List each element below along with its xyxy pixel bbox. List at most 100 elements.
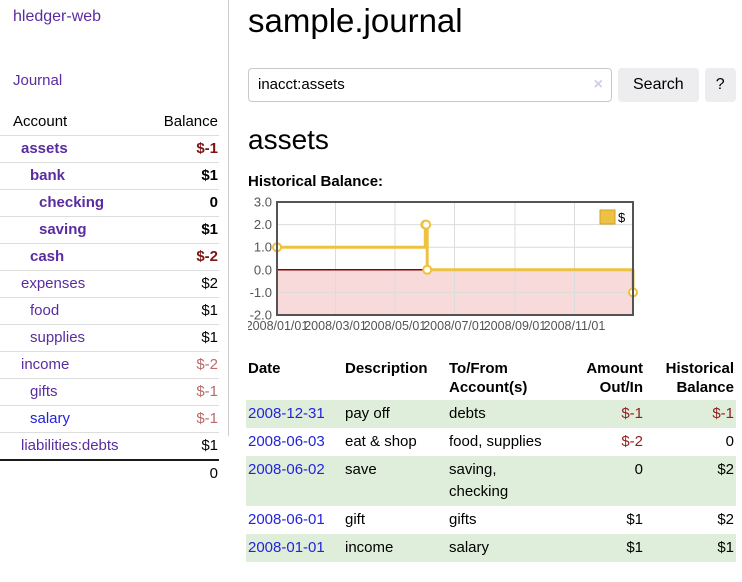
- main-content: sample.journal × Search ? assets Histori…: [246, 0, 742, 563]
- svg-text:2008/09/01: 2008/09/01: [484, 319, 547, 333]
- account-link[interactable]: income: [21, 356, 70, 373]
- account-row: saving $1: [0, 216, 219, 244]
- account-balance: $1: [201, 302, 218, 319]
- transaction-balance: 0: [725, 433, 734, 451]
- accounts-total-row: 0: [0, 460, 219, 487]
- account-balance: $-2: [196, 356, 218, 373]
- svg-text:3.0: 3.0: [254, 195, 272, 210]
- transaction-accounts: food, supplies: [449, 433, 542, 451]
- app-title-link[interactable]: hledger-web: [13, 8, 102, 25]
- account-row: income $-2: [0, 351, 219, 379]
- transaction-accounts: saving, checking: [449, 461, 509, 501]
- register-header-date[interactable]: Date: [248, 360, 281, 378]
- svg-text:2008/05/01: 2008/05/01: [364, 319, 427, 333]
- journal-link[interactable]: Journal: [13, 72, 63, 89]
- account-balance: 0: [209, 194, 218, 211]
- transaction-date-cell: 2008-06-01: [246, 506, 343, 534]
- transaction-amount: $-2: [621, 433, 643, 451]
- svg-text:2008/01/01: 2008/01/01: [248, 319, 308, 333]
- transaction-balance: $2: [717, 461, 734, 479]
- register-header-account: To/From Account(s): [449, 360, 528, 397]
- transaction-date-link[interactable]: 2008-06-02: [248, 461, 325, 479]
- svg-text:$: $: [618, 210, 626, 225]
- sidebar: hledger-web Journal Account Balance asse…: [0, 0, 229, 482]
- transaction-description: pay off: [345, 405, 390, 423]
- clear-search-icon[interactable]: ×: [593, 75, 603, 93]
- account-balance: $-1: [196, 383, 218, 400]
- account-link[interactable]: cash: [30, 248, 65, 265]
- register-table: Date Description To/From Account(s) Amou…: [246, 356, 736, 563]
- register-table-body: 2008-12-31 pay off debts $-1 $-1 2008-06-03 ea…: [246, 400, 736, 563]
- transaction-description: save: [345, 461, 377, 479]
- svg-text:-2.0: -2.0: [250, 308, 272, 323]
- svg-text:2.0: 2.0: [254, 217, 272, 232]
- accounts-table: Account Balance assets $-1 bank $1 checking 0…: [0, 109, 219, 487]
- page-title: sample.journal: [248, 2, 463, 39]
- transaction-description: income: [345, 539, 394, 557]
- register-header-description: Description: [345, 360, 428, 378]
- transaction-date-link[interactable]: 2008-06-03: [248, 433, 325, 451]
- account-row: checking 0: [0, 189, 219, 217]
- register-row: 2008-06-01 gift gifts $1 $2: [246, 506, 736, 534]
- account-link[interactable]: checking: [39, 194, 105, 211]
- transaction-balance: $-1: [712, 405, 734, 423]
- historical-balance-chart: 3.0 2.0 1.0 0.0 -1.0 -2.02008/01/012008/03/01…: [248, 195, 638, 333]
- account-link[interactable]: assets: [21, 140, 68, 157]
- register-header-row: Date Description To/From Account(s) Amou…: [246, 356, 736, 400]
- accounts-total-spacer: [0, 460, 149, 487]
- account-balance: $-1: [196, 140, 218, 157]
- account-link[interactable]: salary: [30, 410, 71, 427]
- account-row: bank $1: [0, 162, 219, 190]
- transaction-description: gift: [345, 511, 366, 529]
- account-row: expenses $2: [0, 270, 219, 298]
- transaction-balance: $1: [717, 539, 734, 557]
- account-link[interactable]: supplies: [30, 329, 86, 346]
- transaction-date-cell: 2008-12-31: [246, 400, 343, 428]
- search-button[interactable]: Search: [618, 67, 699, 102]
- svg-text:2008/03/01: 2008/03/01: [304, 319, 367, 333]
- transaction-balance: $2: [717, 511, 734, 529]
- search-help-button[interactable]: ?: [704, 67, 736, 102]
- account-row: salary $-1: [0, 405, 219, 433]
- transaction-date-cell: 2008-01-01: [246, 534, 343, 562]
- account-balance: $2: [201, 275, 218, 292]
- transaction-description: eat & shop: [345, 433, 417, 451]
- account-balance: $1: [201, 221, 218, 238]
- account-link[interactable]: gifts: [30, 383, 58, 400]
- register-row: 2008-06-03 eat & shop food, supplies $-2 0: [246, 428, 736, 456]
- transaction-amount: $-1: [621, 405, 643, 423]
- register-row: 2008-12-31 pay off debts $-1 $-1: [246, 400, 736, 429]
- account-balance: $1: [201, 329, 218, 346]
- transaction-amount: 0: [634, 461, 643, 479]
- svg-text:2008/07/01: 2008/07/01: [423, 319, 486, 333]
- account-row: gifts $-1: [0, 378, 219, 406]
- search-input[interactable]: [248, 67, 612, 102]
- transaction-date-link[interactable]: 2008-06-01: [248, 511, 325, 529]
- account-balance: $-1: [196, 410, 218, 427]
- accounts-table-body: assets $-1 bank $1 checking 0 saving $1 cash $-2 e…: [0, 135, 219, 461]
- transaction-date-cell: 2008-06-02: [246, 456, 343, 506]
- transaction-date-link[interactable]: 2008-01-01: [248, 539, 325, 557]
- accounts-header-balance: Balance: [163, 113, 218, 130]
- account-row: food $1: [0, 297, 219, 325]
- chart-title: Historical Balance:: [248, 173, 384, 191]
- account-balance: $1: [201, 437, 218, 454]
- account-link[interactable]: food: [30, 302, 60, 319]
- svg-text:0.0: 0.0: [254, 262, 272, 277]
- transaction-accounts: gifts: [449, 511, 477, 529]
- account-link[interactable]: expenses: [21, 275, 86, 292]
- account-row: assets $-1: [0, 135, 219, 163]
- account-link[interactable]: bank: [30, 167, 66, 184]
- search-form: × Search ?: [248, 67, 742, 102]
- svg-text:1.0: 1.0: [254, 240, 272, 255]
- account-row: cash $-2: [0, 243, 219, 271]
- register-header-balance: Historical Balance: [665, 360, 734, 397]
- transaction-amount: $1: [626, 539, 643, 557]
- account-balance: $1: [201, 167, 218, 184]
- account-link[interactable]: saving: [39, 221, 87, 238]
- transaction-date-link[interactable]: 2008-12-31: [248, 405, 325, 423]
- svg-text:2008/11/01: 2008/11/01: [544, 319, 606, 333]
- register-header-amount: Amount Out/In: [586, 360, 643, 397]
- account-link[interactable]: liabilities:debts: [21, 437, 119, 454]
